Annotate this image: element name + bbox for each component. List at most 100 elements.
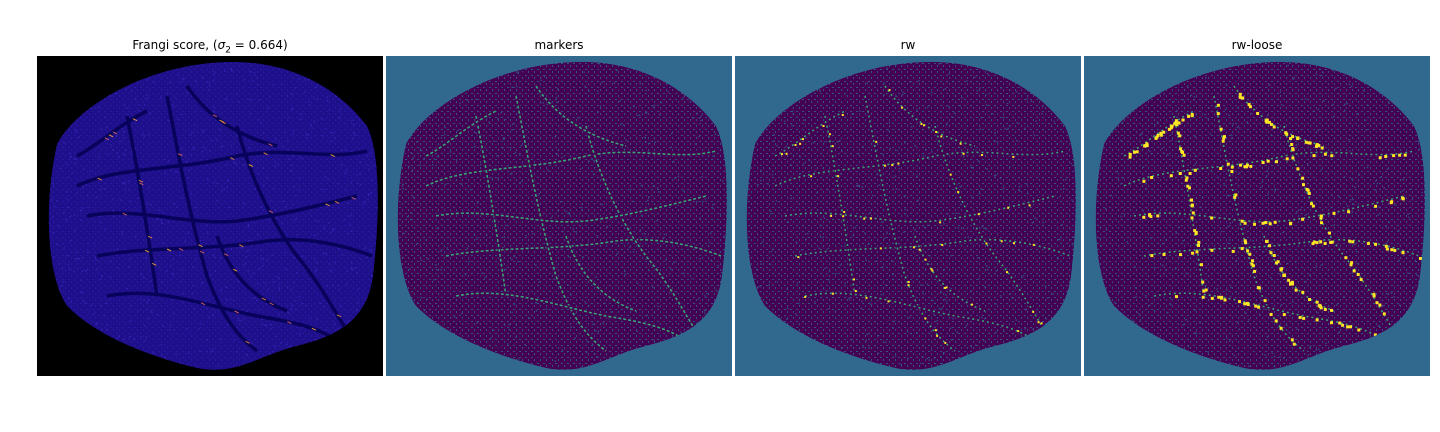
title-prefix: Frangi score, (	[132, 38, 218, 52]
highlight-mark	[962, 152, 965, 155]
specimen	[48, 61, 378, 370]
highlight-mark	[1216, 103, 1220, 107]
highlight-mark	[1251, 259, 1254, 263]
highlight-mark	[1315, 143, 1319, 147]
highlight-mark	[799, 142, 802, 145]
highlight-mark	[1013, 242, 1015, 245]
highlight-mark	[1273, 220, 1277, 224]
highlight-mark	[1017, 330, 1020, 333]
highlight-mark	[1182, 153, 1186, 157]
highlight-mark	[1315, 241, 1319, 245]
highlight-mark	[261, 297, 267, 301]
highlight-mark	[1290, 143, 1294, 146]
highlight-mark	[1401, 251, 1405, 255]
vessel-edge	[435, 195, 707, 223]
highlight-mark	[1275, 261, 1278, 265]
highlight-mark	[245, 340, 250, 344]
highlight-mark	[1006, 271, 1008, 274]
highlight-mark	[884, 164, 887, 167]
highlight-mark	[1375, 301, 1379, 305]
highlight-mark	[1179, 147, 1183, 151]
highlights	[780, 89, 1043, 344]
vessel-edge	[425, 110, 497, 157]
highlight-mark	[1143, 144, 1147, 148]
highlight-mark	[1378, 303, 1382, 307]
specimen	[1095, 61, 1425, 370]
vessel-edge	[535, 85, 627, 147]
highlight-mark	[1250, 262, 1254, 266]
highlight-mark	[269, 302, 274, 306]
highlight-mark	[843, 211, 846, 213]
highlight-mark	[1239, 163, 1242, 167]
vessel-edge	[585, 125, 697, 332]
highlight-mark	[112, 131, 118, 135]
highlight-mark	[1187, 114, 1191, 118]
highlight-mark	[1268, 244, 1272, 248]
highlight-mark	[1219, 127, 1223, 131]
highlight-mark	[940, 135, 943, 138]
highlight-mark	[1312, 154, 1316, 158]
highlight-mark	[166, 248, 172, 252]
vessel-edge	[236, 125, 348, 332]
vessel-edge	[86, 195, 358, 223]
highlight-mark	[1301, 217, 1305, 221]
highlight-mark	[1268, 222, 1272, 226]
highlight-mark	[132, 118, 138, 122]
highlight-mark	[1191, 251, 1195, 255]
highlight-mark	[1195, 250, 1199, 254]
highlight-mark	[330, 154, 335, 158]
highlight-mark	[1296, 136, 1300, 140]
highlight-mark	[985, 242, 988, 245]
highlight-mark	[1350, 261, 1354, 265]
title-suffix: = 0.664)	[230, 38, 288, 52]
highlight-mark	[1311, 242, 1315, 246]
panel-title-rw: rw	[900, 38, 916, 52]
highlight-mark	[1302, 316, 1306, 320]
highlight-mark	[1272, 254, 1276, 257]
panel-title-rw-loose: rw-loose	[1231, 38, 1283, 52]
highlight-mark	[1245, 163, 1249, 167]
highlight-mark	[822, 125, 825, 127]
highlight-mark	[1329, 240, 1333, 244]
highlight-mark	[920, 123, 923, 125]
highlight-mark	[1142, 179, 1146, 183]
highlight-mark	[1374, 242, 1378, 246]
highlight-mark	[1178, 134, 1182, 138]
highlight-mark	[1217, 295, 1221, 299]
highlight-mark	[907, 284, 910, 287]
highlight-mark	[1290, 280, 1294, 284]
highlight-mark	[1349, 263, 1353, 267]
highlight-mark	[1145, 144, 1149, 148]
highlight-mark	[1304, 140, 1308, 144]
vessel	[165, 95, 259, 353]
highlight-mark	[1269, 122, 1273, 126]
highlight-mark	[1323, 242, 1327, 245]
highlight-mark	[1330, 321, 1333, 325]
highlight-mark	[1200, 263, 1203, 267]
highlight-mark	[1245, 301, 1249, 305]
highlight-mark	[1269, 251, 1273, 255]
highlight-mark	[1238, 300, 1241, 304]
highlight-mark	[1190, 203, 1194, 207]
highlight-mark	[907, 281, 910, 283]
highlight-mark	[1243, 239, 1247, 243]
highlight-mark	[1162, 253, 1166, 256]
highlight-mark	[1256, 286, 1260, 290]
highlight-mark	[1231, 249, 1235, 253]
highlight-mark	[780, 153, 783, 156]
highlight-mark	[1248, 105, 1252, 109]
highlight-mark	[1170, 124, 1174, 128]
highlight-mark	[1319, 306, 1323, 310]
highlight-mark	[1243, 221, 1247, 225]
highlight-mark	[1357, 328, 1361, 332]
highlight-mark	[1156, 133, 1160, 137]
highlight-mark	[1330, 154, 1334, 158]
highlight-mark	[1291, 156, 1295, 160]
highlight-mark	[1169, 174, 1173, 178]
highlight-mark	[1385, 247, 1389, 251]
vessel	[774, 149, 1066, 188]
highlight-mark	[891, 164, 894, 167]
highlight-mark	[1177, 121, 1181, 125]
highlight-mark	[230, 157, 235, 161]
highlight-mark	[1359, 278, 1363, 282]
